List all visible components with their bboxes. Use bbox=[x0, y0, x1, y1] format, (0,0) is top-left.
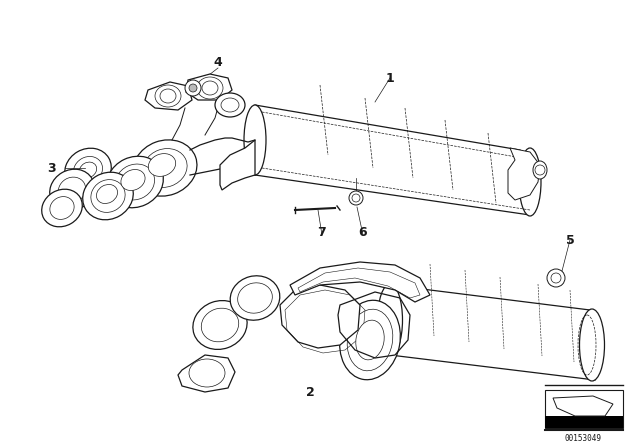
Ellipse shape bbox=[42, 189, 83, 227]
Ellipse shape bbox=[201, 308, 239, 342]
Text: 1: 1 bbox=[386, 72, 394, 85]
Ellipse shape bbox=[79, 162, 97, 178]
Circle shape bbox=[551, 273, 561, 283]
Polygon shape bbox=[145, 82, 192, 110]
Circle shape bbox=[185, 80, 201, 96]
Ellipse shape bbox=[519, 148, 541, 216]
Ellipse shape bbox=[160, 89, 176, 103]
Ellipse shape bbox=[97, 185, 118, 203]
Circle shape bbox=[547, 269, 565, 287]
Ellipse shape bbox=[58, 177, 86, 203]
Polygon shape bbox=[290, 262, 430, 302]
Ellipse shape bbox=[244, 105, 266, 175]
Ellipse shape bbox=[65, 148, 111, 192]
Ellipse shape bbox=[193, 301, 247, 349]
Ellipse shape bbox=[50, 169, 94, 211]
Ellipse shape bbox=[215, 93, 245, 117]
Text: 4: 4 bbox=[214, 56, 222, 69]
Ellipse shape bbox=[237, 283, 273, 313]
Polygon shape bbox=[553, 396, 613, 416]
Ellipse shape bbox=[107, 156, 163, 208]
Text: 6: 6 bbox=[358, 225, 367, 238]
Polygon shape bbox=[220, 140, 255, 190]
Polygon shape bbox=[280, 285, 360, 348]
Ellipse shape bbox=[230, 276, 280, 320]
Ellipse shape bbox=[221, 98, 239, 112]
Ellipse shape bbox=[340, 300, 401, 380]
Ellipse shape bbox=[155, 85, 181, 107]
Ellipse shape bbox=[189, 359, 225, 387]
Ellipse shape bbox=[83, 172, 133, 220]
Circle shape bbox=[189, 84, 197, 92]
Ellipse shape bbox=[133, 140, 197, 196]
Ellipse shape bbox=[143, 149, 187, 187]
Text: 2: 2 bbox=[306, 385, 314, 399]
Ellipse shape bbox=[356, 320, 384, 360]
Polygon shape bbox=[178, 355, 235, 392]
Bar bbox=[545, 390, 623, 428]
Text: 7: 7 bbox=[317, 225, 326, 238]
Text: 00153049: 00153049 bbox=[564, 434, 602, 443]
Ellipse shape bbox=[50, 197, 74, 220]
Ellipse shape bbox=[115, 164, 155, 200]
Polygon shape bbox=[508, 148, 540, 200]
Ellipse shape bbox=[202, 81, 218, 95]
Ellipse shape bbox=[121, 169, 145, 190]
Bar bbox=[545, 416, 623, 428]
Circle shape bbox=[352, 194, 360, 202]
Ellipse shape bbox=[579, 309, 605, 381]
Ellipse shape bbox=[74, 156, 102, 184]
Ellipse shape bbox=[533, 161, 547, 179]
Polygon shape bbox=[186, 74, 232, 100]
Circle shape bbox=[535, 165, 545, 175]
Ellipse shape bbox=[378, 284, 403, 356]
Text: 3: 3 bbox=[48, 161, 56, 175]
Ellipse shape bbox=[91, 180, 125, 212]
Ellipse shape bbox=[197, 77, 223, 99]
Ellipse shape bbox=[148, 154, 176, 177]
Ellipse shape bbox=[347, 309, 393, 371]
Circle shape bbox=[349, 191, 363, 205]
Text: 5: 5 bbox=[566, 233, 574, 246]
